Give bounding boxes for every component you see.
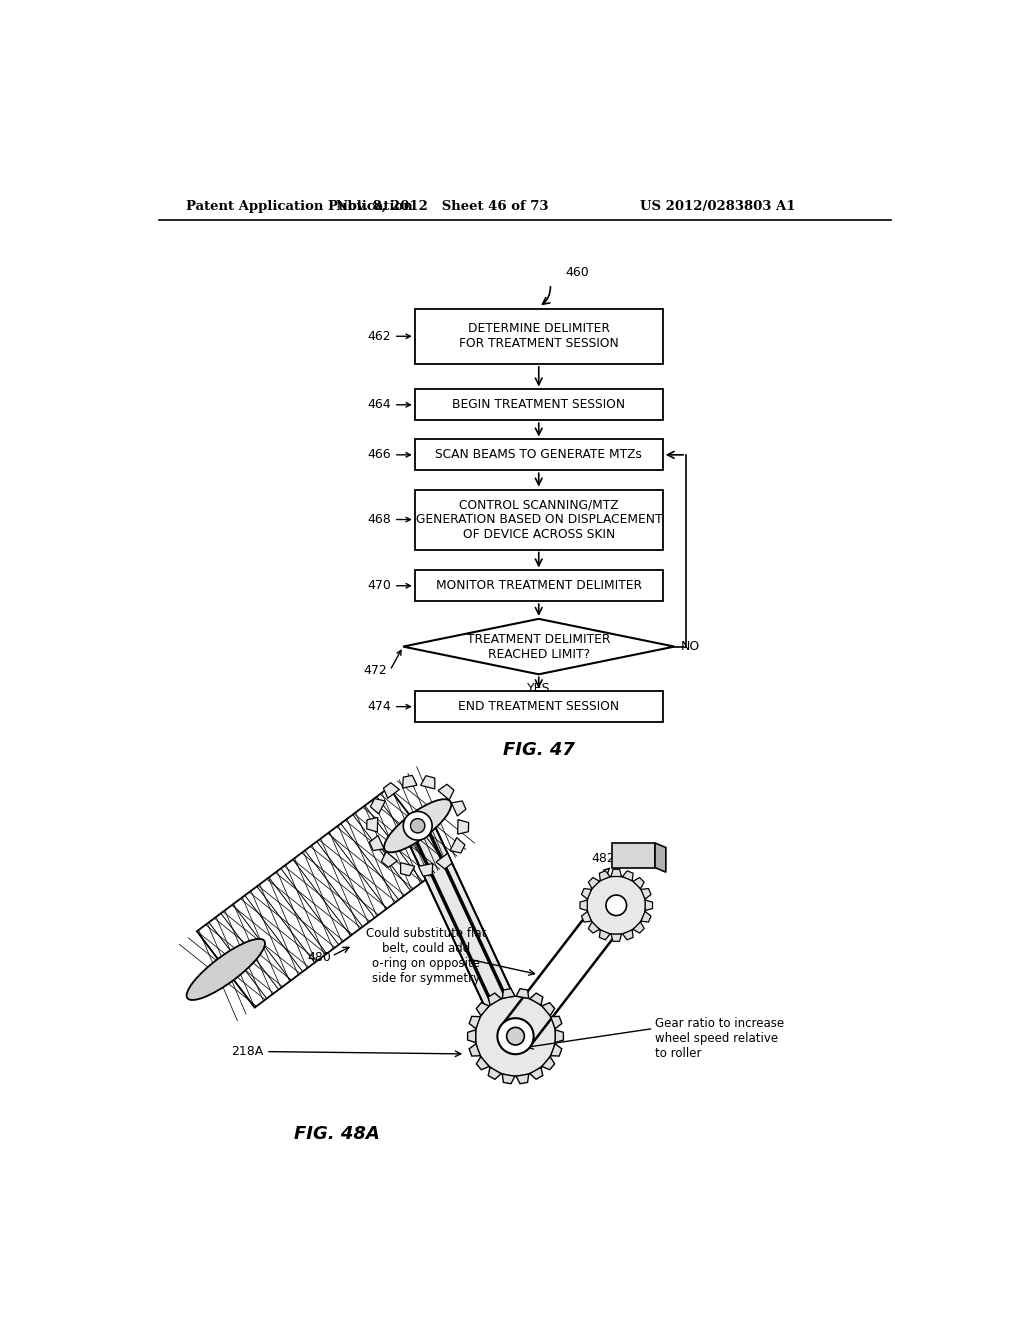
Bar	[415, 309, 663, 364]
Circle shape	[507, 1027, 524, 1045]
Bar	[612, 843, 655, 867]
Text: 464: 464	[368, 399, 391, 412]
Polygon shape	[502, 989, 515, 998]
Polygon shape	[542, 1003, 555, 1015]
Polygon shape	[529, 993, 543, 1005]
Polygon shape	[383, 783, 399, 799]
Polygon shape	[488, 993, 501, 1005]
Text: NO: NO	[681, 640, 699, 653]
Polygon shape	[580, 900, 588, 911]
Text: 472: 472	[364, 664, 388, 677]
Polygon shape	[476, 1003, 489, 1015]
Text: SCAN BEAMS TO GENERATE MTZs: SCAN BEAMS TO GENERATE MTZs	[435, 449, 642, 462]
Text: 474: 474	[368, 700, 391, 713]
Text: END TREATMENT SESSION: END TREATMENT SESSION	[458, 700, 620, 713]
Polygon shape	[551, 1044, 562, 1056]
Bar	[415, 490, 663, 549]
Text: Could substitute flat
belt, could add
o-ring on opposite
side for symmetry: Could substitute flat belt, could add o-…	[367, 927, 486, 985]
Ellipse shape	[384, 799, 452, 853]
Polygon shape	[403, 820, 529, 1043]
Polygon shape	[623, 871, 633, 880]
Text: 470: 470	[368, 579, 391, 593]
Text: 482A: 482A	[592, 853, 624, 866]
Polygon shape	[371, 799, 385, 814]
Text: FIG. 48A: FIG. 48A	[294, 1125, 380, 1143]
Polygon shape	[475, 997, 556, 1076]
Polygon shape	[633, 878, 644, 888]
Text: 468: 468	[368, 513, 391, 527]
Polygon shape	[370, 836, 384, 850]
Polygon shape	[516, 1074, 528, 1084]
Text: 218A: 218A	[231, 1045, 263, 1059]
Polygon shape	[502, 1074, 515, 1084]
Polygon shape	[587, 876, 646, 935]
Text: Gear ratio to increase
wheel speed relative
to roller: Gear ratio to increase wheel speed relat…	[655, 1016, 784, 1060]
Bar	[415, 692, 663, 722]
Text: MONITOR TREATMENT DELIMITER: MONITOR TREATMENT DELIMITER	[436, 579, 642, 593]
Text: 462: 462	[368, 330, 391, 343]
Ellipse shape	[186, 939, 265, 1001]
Polygon shape	[599, 871, 610, 880]
Text: BEGIN TREATMENT SESSION: BEGIN TREATMENT SESSION	[453, 399, 626, 412]
Polygon shape	[419, 863, 433, 876]
Polygon shape	[641, 888, 651, 899]
Polygon shape	[476, 1057, 489, 1069]
Polygon shape	[469, 1044, 480, 1056]
Text: 460: 460	[566, 265, 590, 279]
Polygon shape	[452, 801, 466, 816]
Text: CONTROL SCANNING/MTZ
GENERATION BASED ON DISPLACEMENT
OF DEVICE ACROSS SKIN: CONTROL SCANNING/MTZ GENERATION BASED ON…	[416, 498, 662, 541]
Polygon shape	[582, 912, 592, 923]
Polygon shape	[582, 888, 592, 899]
Circle shape	[606, 895, 627, 916]
Polygon shape	[469, 1016, 480, 1028]
Circle shape	[403, 812, 432, 840]
Text: FIG. 47: FIG. 47	[503, 742, 574, 759]
Polygon shape	[655, 843, 666, 873]
Polygon shape	[542, 1057, 555, 1069]
Polygon shape	[488, 1068, 501, 1080]
Polygon shape	[599, 929, 610, 940]
Text: TREATMENT DELIMITER
REACHED LIMIT?: TREATMENT DELIMITER REACHED LIMIT?	[467, 632, 610, 660]
Polygon shape	[641, 912, 651, 923]
Polygon shape	[555, 1030, 563, 1043]
Polygon shape	[551, 1016, 562, 1028]
Polygon shape	[623, 929, 633, 940]
Bar	[415, 389, 663, 420]
Polygon shape	[436, 853, 452, 869]
Circle shape	[411, 818, 425, 833]
Polygon shape	[400, 863, 415, 876]
Text: US 2012/0283803 A1: US 2012/0283803 A1	[640, 199, 795, 213]
Polygon shape	[633, 921, 644, 933]
Polygon shape	[468, 1030, 476, 1043]
Text: YES: YES	[527, 682, 551, 696]
Text: 466: 466	[368, 449, 391, 462]
Text: Nov. 8, 2012   Sheet 46 of 73: Nov. 8, 2012 Sheet 46 of 73	[336, 199, 548, 213]
Text: DETERMINE DELIMITER
FOR TREATMENT SESSION: DETERMINE DELIMITER FOR TREATMENT SESSIO…	[459, 322, 618, 350]
Polygon shape	[197, 788, 446, 1007]
Polygon shape	[516, 989, 528, 998]
Polygon shape	[458, 820, 469, 834]
Polygon shape	[438, 784, 454, 800]
Polygon shape	[645, 900, 652, 911]
Polygon shape	[421, 776, 435, 789]
Text: 480: 480	[307, 952, 331, 964]
Polygon shape	[402, 775, 417, 788]
Polygon shape	[381, 851, 397, 867]
Bar	[415, 570, 663, 601]
Polygon shape	[611, 935, 622, 941]
Polygon shape	[367, 817, 378, 832]
Polygon shape	[450, 838, 465, 853]
Polygon shape	[403, 619, 675, 675]
Polygon shape	[529, 1068, 543, 1080]
Polygon shape	[588, 878, 599, 888]
Polygon shape	[611, 870, 622, 876]
Polygon shape	[588, 921, 599, 933]
Circle shape	[498, 1018, 534, 1055]
Bar	[415, 440, 663, 470]
Text: Patent Application Publication: Patent Application Publication	[186, 199, 413, 213]
